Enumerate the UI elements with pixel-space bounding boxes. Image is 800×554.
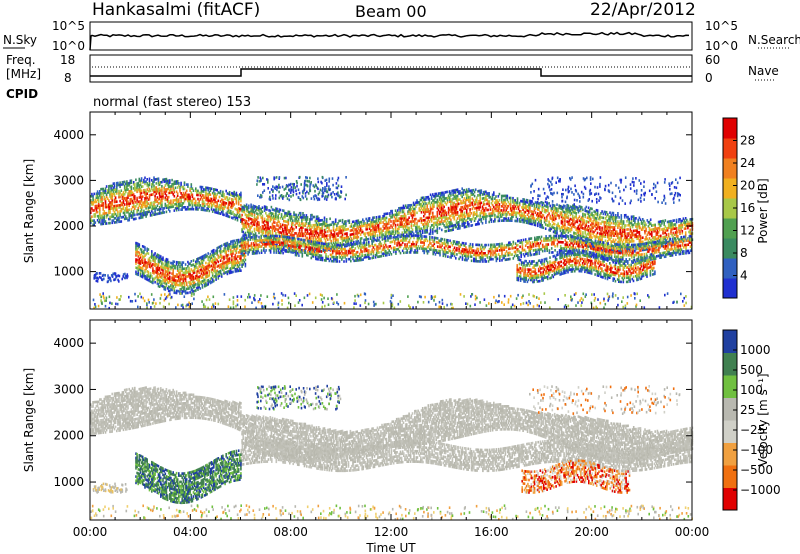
power-panel: 1000 2000 3000 4000 Slant Range [km] bbox=[22, 111, 694, 310]
x-axis-label: Time UT bbox=[365, 541, 416, 554]
velocity-colorbar-tick-0: −1000 bbox=[740, 483, 781, 497]
velocity-colorbar-swatch-0 bbox=[723, 487, 737, 511]
power-ytick-1: 2000 bbox=[53, 219, 84, 233]
x-tick-label-5: 20:00 bbox=[574, 525, 609, 539]
nave-right-tick-low: 0 bbox=[705, 71, 713, 85]
velocity-colorbar-tick-2: −100 bbox=[740, 443, 773, 457]
power-colorbar-tick-4: 20 bbox=[740, 179, 755, 193]
velocity-colorbar-swatch-4 bbox=[723, 397, 737, 421]
power-colorbar-swatch-4 bbox=[723, 198, 737, 219]
velocity-colorbar-swatch-2 bbox=[723, 442, 737, 466]
x-tick-label-2: 08:00 bbox=[273, 525, 308, 539]
velocity-ytick-0: 1000 bbox=[53, 475, 84, 489]
velocity-colorbar-tick-5: 100 bbox=[740, 383, 763, 397]
power-colorbar-swatch-3 bbox=[723, 218, 737, 239]
noise-right-label: N.Search bbox=[748, 33, 800, 47]
power-scatter-layer bbox=[90, 175, 694, 310]
velocity-colorbar-swatch-3 bbox=[723, 420, 737, 443]
power-ytick-0: 1000 bbox=[53, 265, 84, 279]
freq-trace bbox=[90, 68, 692, 77]
noise-left-tick-high: 10^5 bbox=[52, 19, 85, 33]
x-tick-label-4: 16:00 bbox=[474, 525, 509, 539]
velocity-ytick-2: 3000 bbox=[53, 382, 84, 396]
power-colorbar-tick-0: 4 bbox=[740, 269, 748, 283]
power-ylabel: Slant Range [km] bbox=[22, 159, 36, 263]
velocity-colorbar-tick-4: 25 bbox=[740, 403, 755, 417]
freq-label-line2: [MHz] bbox=[6, 67, 41, 81]
velocity-colorbar: −1000 −500 −100 −25 25 100 500 1000 bbox=[722, 329, 781, 511]
station-title: Hankasalmi (fitACF) bbox=[92, 0, 260, 20]
velocity-scatter-layer bbox=[90, 384, 694, 521]
velocity-ytick-1: 2000 bbox=[53, 429, 84, 443]
x-tick-label-0: 00:00 bbox=[73, 525, 108, 539]
power-colorbar-swatch-5 bbox=[723, 178, 737, 199]
velocity-colorbar-tick-7: 1000 bbox=[740, 343, 771, 357]
velocity-colorbar-tick-6: 500 bbox=[740, 363, 763, 377]
power-colorbar-swatch-2 bbox=[723, 238, 737, 259]
noise-left-label: N.Sky bbox=[3, 33, 37, 47]
cpid-value: normal (fast stereo) 153 bbox=[93, 95, 251, 110]
date-label: 22/Apr/2012 bbox=[590, 0, 696, 20]
nave-right-tick-high: 60 bbox=[705, 53, 720, 67]
beam-label: Beam 00 bbox=[355, 2, 427, 21]
x-axis: 00:00 04:00 08:00 12:00 16:00 20:00 00:00 bbox=[73, 525, 710, 539]
power-colorbar-tick-2: 12 bbox=[740, 224, 755, 238]
power-colorbar-swatch-8 bbox=[723, 118, 737, 139]
power-colorbar-swatch-6 bbox=[723, 158, 737, 179]
power-ytick-3: 4000 bbox=[53, 128, 84, 142]
velocity-colorbar-tick-3: −25 bbox=[740, 423, 765, 437]
x-tick-label-1: 04:00 bbox=[173, 525, 208, 539]
noise-right-tick-high: 10^5 bbox=[705, 19, 738, 33]
power-colorbar: 4 8 12 16 20 24 28 bbox=[722, 117, 755, 299]
noise-left-tick-low: 10^0 bbox=[52, 39, 85, 53]
power-colorbar-tick-1: 8 bbox=[740, 246, 748, 260]
x-tick-label-6: 00:00 bbox=[675, 525, 710, 539]
power-colorbar-label: Power [dB] bbox=[756, 178, 770, 243]
velocity-colorbar-label: Velocity [m s⁻¹] bbox=[756, 373, 770, 466]
velocity-colorbar-tick-1: −500 bbox=[740, 463, 773, 477]
velocity-colorbar-swatch-5 bbox=[723, 375, 737, 398]
power-colorbar-tick-6: 28 bbox=[740, 134, 755, 148]
noise-panel: N.Sky 10^5 10^0 10^5 10^0 N.Search bbox=[3, 19, 800, 53]
power-colorbar-tick-3: 16 bbox=[740, 201, 755, 215]
power-ytick-2: 3000 bbox=[53, 173, 84, 187]
noise-sky-trace bbox=[89, 31, 690, 51]
velocity-colorbar-swatch-6 bbox=[723, 352, 737, 376]
velocity-ytick-3: 4000 bbox=[53, 336, 84, 350]
nave-label: Nave bbox=[748, 64, 779, 78]
velocity-colorbar-swatch-1 bbox=[723, 465, 737, 488]
power-colorbar-swatch-1 bbox=[723, 258, 737, 279]
cpid-label: CPID bbox=[6, 87, 38, 101]
freq-left-tick-low: 8 bbox=[64, 71, 72, 85]
velocity-colorbar-swatch-7 bbox=[723, 330, 737, 353]
x-tick-label-3: 12:00 bbox=[374, 525, 409, 539]
velocity-ylabel: Slant Range [km] bbox=[22, 368, 36, 472]
power-colorbar-swatch-7 bbox=[723, 138, 737, 159]
freq-left-tick-high: 18 bbox=[60, 53, 75, 67]
power-colorbar-swatch-0 bbox=[723, 278, 737, 299]
noise-right-tick-low: 10^0 bbox=[705, 39, 738, 53]
velocity-panel: 1000 2000 3000 4000 Slant Range [km] bbox=[22, 319, 694, 521]
power-colorbar-tick-5: 24 bbox=[740, 156, 755, 170]
frequency-panel: Freq. [MHz] 18 8 60 0 Nave bbox=[6, 53, 779, 85]
freq-label-line1: Freq. bbox=[6, 53, 36, 67]
